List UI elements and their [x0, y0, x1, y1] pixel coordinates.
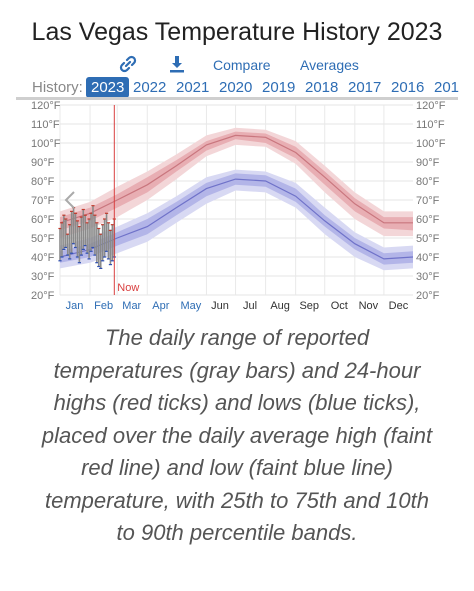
- toolbar: Compare Averages: [0, 54, 474, 76]
- y-tick-label-left: 110°F: [31, 119, 60, 131]
- compare-link[interactable]: Compare: [213, 57, 271, 73]
- y-tick-label-left: 70°F: [31, 195, 55, 207]
- year-tab-2016[interactable]: 2016: [391, 79, 425, 96]
- year-tab-2018[interactable]: 2018: [305, 79, 339, 96]
- x-tick-label: Dec: [389, 300, 409, 312]
- year-tab-2015-partial[interactable]: 201: [434, 79, 460, 96]
- history-divider: [16, 97, 458, 100]
- history-year-bar: History: 2023 2022 2021 2020 2019 2018 2…: [0, 77, 474, 99]
- y-tick-label-right: 30°F: [416, 271, 440, 283]
- x-tick-label: Sep: [299, 300, 319, 312]
- high-band-10-90: [60, 127, 413, 238]
- chart-caption: The daily range of reported temperatures…: [41, 325, 433, 545]
- averages-link[interactable]: Averages: [300, 57, 359, 73]
- y-tick-label-left: 120°F: [31, 100, 61, 112]
- history-label: History:: [32, 79, 83, 96]
- x-tick-label: Jul: [243, 300, 257, 312]
- y-tick-label-left: 50°F: [31, 233, 55, 245]
- y-tick-label-right: 60°F: [416, 214, 440, 226]
- year-tab-2021[interactable]: 2021: [176, 79, 210, 96]
- y-tick-label-left: 60°F: [31, 214, 55, 226]
- year-tab-2020[interactable]: 2020: [219, 79, 253, 96]
- x-tick-label: Mar: [122, 300, 141, 312]
- y-tick-label-right: 50°F: [416, 233, 440, 245]
- avg-low-line: [59, 178, 414, 260]
- y-tick-label-right: 70°F: [416, 195, 440, 207]
- y-tick-label-right: 40°F: [416, 252, 440, 264]
- x-tick-label: Nov: [359, 300, 379, 312]
- x-tick-label: Oct: [331, 300, 348, 312]
- now-label: Now: [117, 282, 139, 294]
- x-tick-label: Jun: [211, 300, 229, 312]
- x-tick-label: Jan: [66, 300, 84, 312]
- link-icon[interactable]: [118, 54, 138, 74]
- y-tick-label-right: 80°F: [416, 176, 440, 188]
- high-band-25-75: [60, 131, 413, 231]
- y-tick-label-right: 20°F: [416, 290, 440, 302]
- page-title: Las Vegas Temperature History 2023: [31, 18, 443, 46]
- y-tick-label-right: 110°F: [416, 119, 445, 131]
- x-tick-label: May: [181, 300, 202, 312]
- y-tick-label-left: 80°F: [31, 176, 55, 188]
- year-tab-2023[interactable]: 2023: [86, 77, 130, 98]
- download-icon[interactable]: [167, 54, 187, 74]
- y-tick-label-left: 40°F: [31, 252, 55, 264]
- x-tick-label: Aug: [270, 300, 290, 312]
- y-tick-label-left: 90°F: [31, 157, 55, 169]
- y-tick-label-right: 90°F: [416, 157, 440, 169]
- x-tick-label: Apr: [152, 300, 169, 312]
- year-tab-2019[interactable]: 2019: [262, 79, 296, 96]
- y-tick-label-right: 120°F: [416, 100, 446, 112]
- x-tick-label: Feb: [94, 300, 113, 312]
- y-tick-label-left: 20°F: [31, 290, 55, 302]
- y-tick-label-left: 100°F: [31, 138, 61, 150]
- avg-high-line: [59, 134, 413, 224]
- chevron-left-icon[interactable]: [64, 191, 75, 209]
- year-tab-2022[interactable]: 2022: [133, 79, 167, 96]
- y-tick-label-right: 100°F: [416, 138, 446, 150]
- year-tab-2017[interactable]: 2017: [348, 79, 382, 96]
- temperature-chart: 120°F 120°F 110°F 110°F 100°F 100°F 90°F 90°F 80…: [31, 100, 446, 312]
- y-tick-label-left: 30°F: [31, 271, 55, 283]
